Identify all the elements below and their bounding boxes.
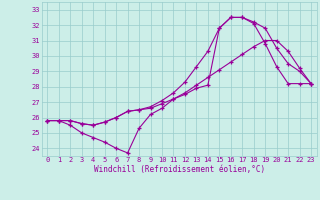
X-axis label: Windchill (Refroidissement éolien,°C): Windchill (Refroidissement éolien,°C) (94, 165, 265, 174)
